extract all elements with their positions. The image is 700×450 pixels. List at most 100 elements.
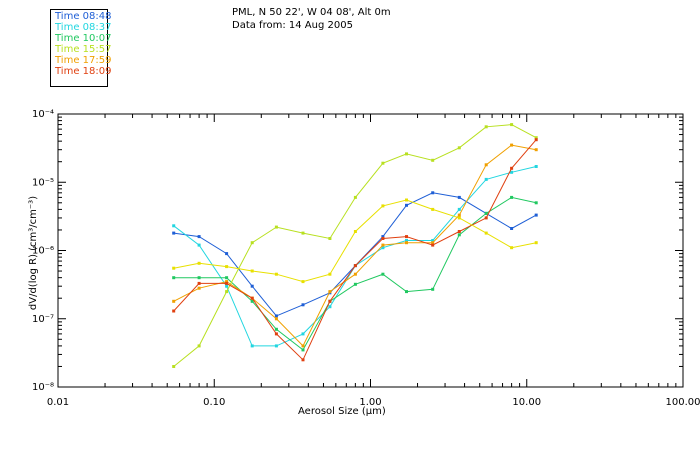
data-point bbox=[431, 191, 435, 195]
data-point bbox=[301, 348, 305, 352]
data-point bbox=[405, 239, 408, 242]
data-point bbox=[484, 231, 488, 235]
series-7 bbox=[172, 198, 538, 284]
data-point bbox=[172, 365, 176, 368]
data-point bbox=[197, 281, 201, 285]
data-point bbox=[457, 216, 461, 220]
data-point bbox=[484, 163, 488, 167]
data-point bbox=[328, 299, 332, 303]
data-point bbox=[301, 231, 305, 235]
data-point bbox=[328, 290, 332, 294]
data-point bbox=[301, 280, 305, 284]
data-point bbox=[353, 264, 357, 268]
data-point bbox=[510, 170, 514, 174]
series-layer bbox=[172, 123, 538, 368]
legend-item-1007: Time 10:07 bbox=[55, 33, 112, 44]
data-point bbox=[510, 123, 514, 127]
data-point bbox=[274, 327, 278, 331]
data-point bbox=[381, 246, 385, 250]
data-point bbox=[250, 284, 254, 288]
data-point bbox=[328, 305, 332, 309]
data-point bbox=[353, 230, 357, 233]
data-point bbox=[510, 246, 514, 250]
series-4 bbox=[172, 123, 538, 368]
data-point bbox=[353, 282, 357, 286]
data-point bbox=[172, 309, 176, 313]
chart-subtitle: Data from: 14 Aug 2005 bbox=[232, 20, 353, 31]
y-tick-label: 10⁻⁸ bbox=[32, 382, 54, 393]
data-point bbox=[534, 201, 538, 205]
data-point bbox=[225, 281, 229, 285]
x-tick-label: 0.10 bbox=[203, 397, 225, 408]
series-line bbox=[173, 199, 537, 283]
data-point bbox=[197, 235, 201, 239]
data-point bbox=[405, 152, 408, 156]
data-point bbox=[431, 243, 435, 247]
x-tick-label: 1.00 bbox=[359, 397, 381, 408]
series-6 bbox=[172, 138, 538, 362]
data-point bbox=[274, 225, 278, 229]
data-point bbox=[172, 266, 176, 270]
y-tick-label: 10⁻⁵ bbox=[32, 177, 54, 188]
series-2 bbox=[172, 165, 538, 348]
data-point bbox=[457, 233, 461, 237]
legend: Time 08:48 Time 08:37 Time 10:07 Time 15… bbox=[50, 9, 112, 87]
x-tick-label: 10.00 bbox=[512, 397, 541, 408]
series-line bbox=[173, 144, 537, 347]
legend-item-1809: Time 18:09 bbox=[55, 66, 112, 77]
data-point bbox=[381, 237, 385, 240]
data-point bbox=[534, 136, 538, 140]
data-point bbox=[274, 344, 278, 348]
legend-item-0837: Time 08:37 bbox=[55, 22, 112, 33]
data-point bbox=[405, 198, 408, 202]
data-point bbox=[225, 265, 229, 269]
data-point bbox=[328, 237, 332, 240]
chart-header: PML, N 50 22', W 04 08', Alt 0m Data fro… bbox=[232, 6, 391, 32]
y-tick-label: 10⁻⁴ bbox=[32, 109, 54, 120]
series-5 bbox=[172, 143, 538, 348]
data-point bbox=[250, 241, 254, 245]
data-point bbox=[250, 299, 254, 303]
data-point bbox=[225, 284, 229, 288]
data-point bbox=[250, 296, 254, 300]
series-3 bbox=[172, 195, 538, 352]
data-point bbox=[328, 272, 332, 276]
data-point bbox=[484, 125, 488, 129]
data-point bbox=[457, 213, 461, 217]
data-point bbox=[274, 317, 278, 321]
data-point bbox=[431, 239, 435, 242]
data-point bbox=[534, 138, 538, 142]
data-point bbox=[225, 290, 229, 294]
series-line bbox=[173, 124, 537, 367]
data-point bbox=[197, 286, 201, 290]
data-point bbox=[534, 241, 538, 245]
data-point bbox=[405, 241, 408, 245]
data-point bbox=[274, 332, 278, 336]
data-point bbox=[405, 290, 408, 294]
legend-item-1557: Time 15:57 bbox=[55, 44, 112, 55]
data-point bbox=[250, 344, 254, 348]
legend-item-1759: Time 17:59 bbox=[55, 55, 112, 66]
data-point bbox=[301, 303, 305, 307]
data-point bbox=[197, 261, 201, 265]
data-point bbox=[510, 143, 514, 147]
chart-title: PML, N 50 22', W 04 08', Alt 0m bbox=[232, 7, 391, 18]
data-point bbox=[353, 272, 357, 276]
y-axis-label: dV/d(log R) (cm³/cm⁻³) bbox=[28, 195, 39, 311]
data-point bbox=[225, 280, 229, 284]
data-point bbox=[534, 213, 538, 217]
data-point bbox=[457, 230, 461, 233]
data-point bbox=[197, 243, 201, 247]
data-point bbox=[457, 146, 461, 150]
data-point bbox=[172, 224, 176, 228]
data-point bbox=[301, 332, 305, 336]
data-point bbox=[457, 195, 461, 199]
x-axis-label: Aerosol Size (µm) bbox=[298, 406, 386, 417]
data-point bbox=[405, 203, 408, 207]
data-point bbox=[431, 241, 435, 245]
data-point bbox=[197, 344, 201, 348]
data-point bbox=[172, 276, 176, 280]
data-point bbox=[381, 204, 385, 208]
x-tick-label: 0.01 bbox=[47, 397, 69, 408]
data-point bbox=[510, 166, 514, 170]
